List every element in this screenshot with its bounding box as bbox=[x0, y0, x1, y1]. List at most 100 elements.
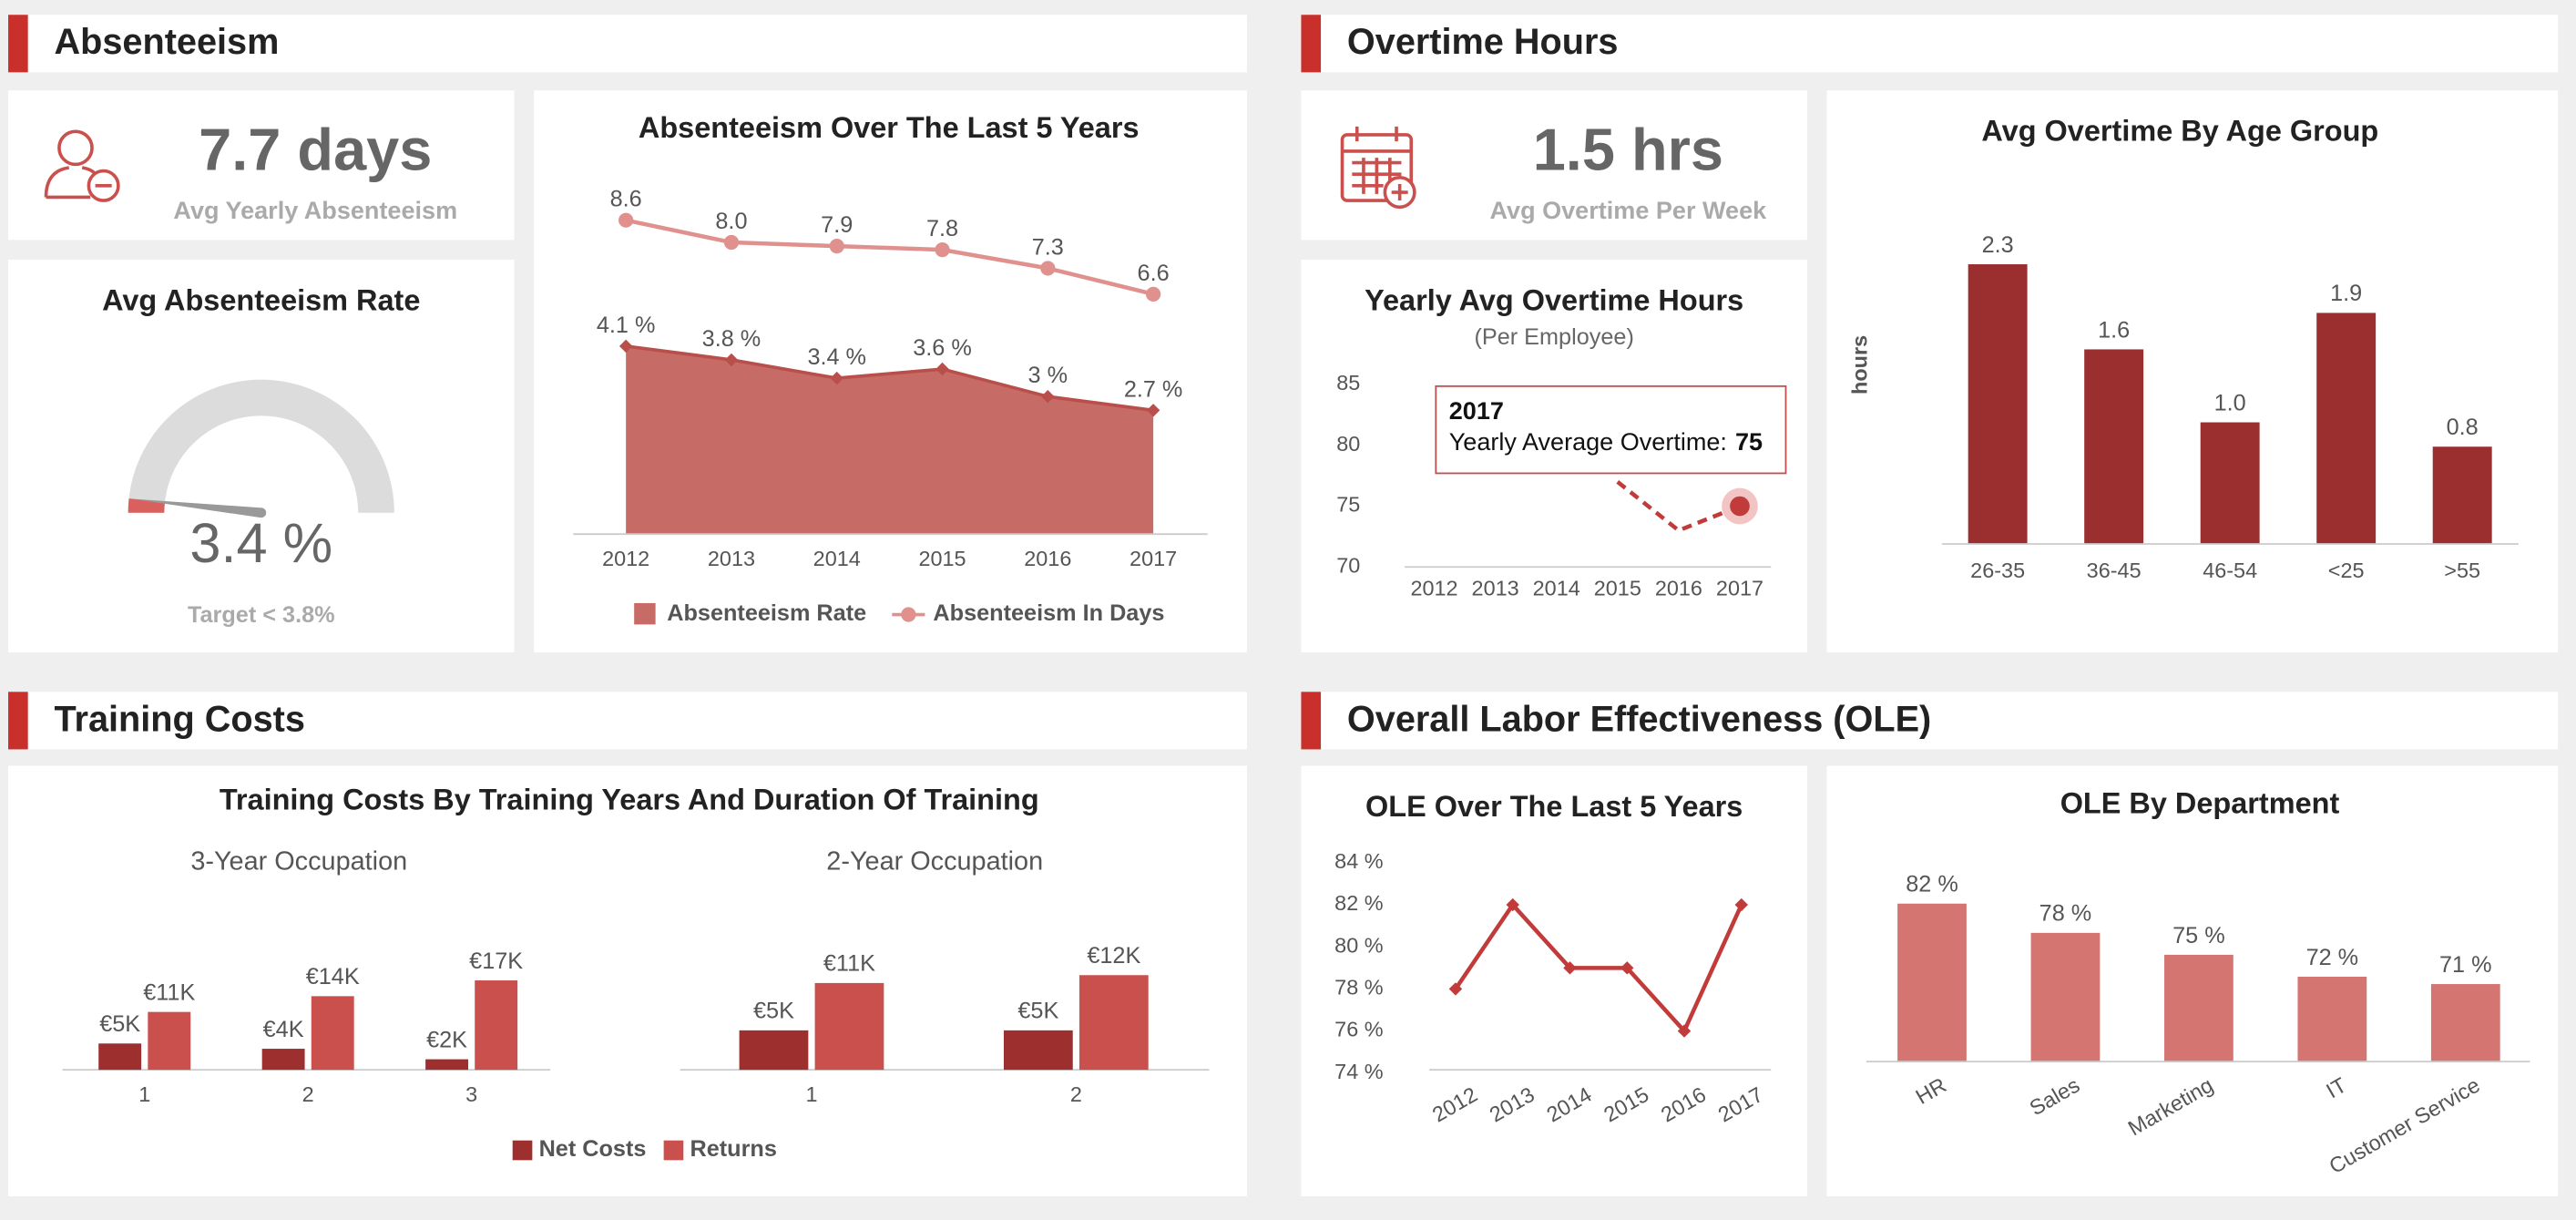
y-tick-label: 76 % bbox=[1334, 1018, 1383, 1041]
data-label: 3.4 % bbox=[807, 344, 866, 370]
section-header bbox=[8, 692, 1247, 750]
area-marker bbox=[724, 353, 739, 367]
section-header bbox=[8, 15, 1247, 73]
area-marker bbox=[1146, 404, 1160, 417]
icon-frame bbox=[1340, 133, 1414, 202]
data-label: 7.8 bbox=[926, 216, 958, 241]
panel bbox=[1301, 90, 1807, 241]
data-label: 2.7 % bbox=[1124, 376, 1183, 402]
x-tick-label: 2013 bbox=[708, 547, 755, 570]
chart-title: Yearly Avg Overtime Hours bbox=[1365, 283, 1743, 316]
bar bbox=[739, 1030, 809, 1071]
data-label: 1.0 bbox=[2214, 390, 2246, 415]
line-marker bbox=[1448, 982, 1463, 996]
data-label: 8.0 bbox=[715, 209, 747, 234]
panel bbox=[1826, 90, 2559, 653]
chart-title: OLE Over The Last 5 Years bbox=[1365, 790, 1743, 823]
gauge-track bbox=[128, 379, 394, 513]
y-tick-label: 78 % bbox=[1334, 976, 1383, 1000]
tooltip-text: Yearly Average Overtime: 75 bbox=[1449, 428, 1763, 456]
y-tick-label: 85 bbox=[1336, 371, 1360, 395]
gauge-note: Target < 3.8% bbox=[188, 602, 335, 628]
section-header bbox=[1301, 692, 2559, 750]
data-label: €11K bbox=[823, 951, 875, 977]
x-tick-label: 3 bbox=[465, 1082, 477, 1106]
bar bbox=[1968, 264, 2028, 544]
area-marker bbox=[1041, 390, 1055, 404]
chart-title: Absenteeism Over The Last 5 Years bbox=[639, 111, 1140, 144]
data-label: 4.1 % bbox=[597, 313, 656, 338]
gauge-title: Avg Absenteeism Rate bbox=[102, 283, 420, 316]
data-label: €11K bbox=[143, 979, 195, 1005]
bar bbox=[1003, 1030, 1073, 1071]
y-tick-label: 75 bbox=[1336, 493, 1360, 517]
data-label: 3 % bbox=[1028, 363, 1068, 388]
chart-title: Avg Overtime By Age Group bbox=[1981, 115, 2378, 148]
chart-subtitle: 2-Year Occupation bbox=[826, 847, 1043, 877]
y-tick-label: 70 bbox=[1336, 553, 1360, 577]
line-marker bbox=[935, 242, 950, 258]
gauge-value: 3.4 % bbox=[189, 511, 332, 574]
icon-grid bbox=[1342, 126, 1412, 194]
panel bbox=[8, 765, 1247, 1197]
line-marker bbox=[1620, 961, 1634, 975]
data-label: 8.6 bbox=[610, 187, 642, 212]
chart-subtitle: 3-Year Occupation bbox=[190, 847, 407, 877]
x-tick-label: <25 bbox=[2328, 559, 2365, 582]
kpi-value: 7.7 days bbox=[199, 117, 432, 183]
data-label: €5K bbox=[99, 1011, 140, 1037]
x-tick-label: 2013 bbox=[1472, 577, 1519, 600]
gauge-needle bbox=[130, 498, 262, 518]
kpi-value: 1.5 hrs bbox=[1533, 117, 1723, 183]
calendar-icon bbox=[1340, 126, 1416, 210]
area-edge bbox=[625, 344, 1154, 413]
data-label: 6.6 bbox=[1138, 261, 1170, 286]
x-tick-label: 2012 bbox=[602, 547, 649, 570]
icon-plus bbox=[1391, 184, 1408, 201]
tooltip-label: Yearly Average Overtime: bbox=[1449, 428, 1727, 456]
section-accent bbox=[1301, 692, 1322, 750]
bar bbox=[475, 980, 518, 1071]
tooltip bbox=[1435, 384, 1787, 475]
data-label: 3.6 % bbox=[913, 335, 972, 361]
bar bbox=[1897, 903, 1967, 1062]
legend-label: Net Costs bbox=[539, 1136, 647, 1162]
data-label: 75 % bbox=[2172, 923, 2225, 948]
y-tick-label: 84 % bbox=[1334, 849, 1383, 873]
chart-title: Training Costs By Training Years And Dur… bbox=[220, 784, 1039, 816]
y-axis-label: hours bbox=[1848, 335, 1872, 395]
line bbox=[1616, 480, 1741, 533]
bar bbox=[1078, 975, 1149, 1071]
gauge-hub bbox=[256, 507, 267, 518]
data-label: €17K bbox=[469, 948, 523, 974]
line bbox=[625, 218, 1154, 297]
data-label: €12K bbox=[1087, 943, 1140, 969]
kpi-label: Avg Overtime Per Week bbox=[1490, 197, 1768, 224]
data-label: 1.9 bbox=[2330, 281, 2362, 306]
x-tick-label: 2017 bbox=[1716, 577, 1763, 600]
bar bbox=[261, 1049, 305, 1071]
x-tick-label: 46-54 bbox=[2203, 559, 2257, 582]
legend-label: Returns bbox=[690, 1136, 777, 1162]
y-tick-label: 80 % bbox=[1334, 933, 1383, 957]
data-label: €4K bbox=[263, 1017, 304, 1042]
x-tick-label: 1 bbox=[138, 1082, 150, 1106]
bar bbox=[2432, 446, 2492, 544]
x-tick-label: 26-35 bbox=[1970, 559, 2025, 582]
data-label: 82 % bbox=[1906, 872, 1958, 897]
line-marker bbox=[1145, 286, 1161, 302]
data-label: 7.3 bbox=[1032, 234, 1064, 260]
person-icon bbox=[44, 129, 120, 202]
x-tick-label: 36-45 bbox=[2087, 559, 2142, 582]
x-tick-label: 1 bbox=[805, 1082, 817, 1106]
chart-subtitle: (Per Employee) bbox=[1474, 324, 1633, 350]
bar bbox=[425, 1059, 469, 1071]
area-marker bbox=[935, 362, 949, 376]
data-label: €5K bbox=[1017, 999, 1058, 1024]
x-tick-label: >55 bbox=[2444, 559, 2480, 582]
x-tick-label: 2017 bbox=[1130, 547, 1177, 570]
area bbox=[626, 345, 1154, 535]
y-tick-label: 82 % bbox=[1334, 891, 1383, 915]
x-tick-label: 2012 bbox=[1410, 577, 1457, 600]
